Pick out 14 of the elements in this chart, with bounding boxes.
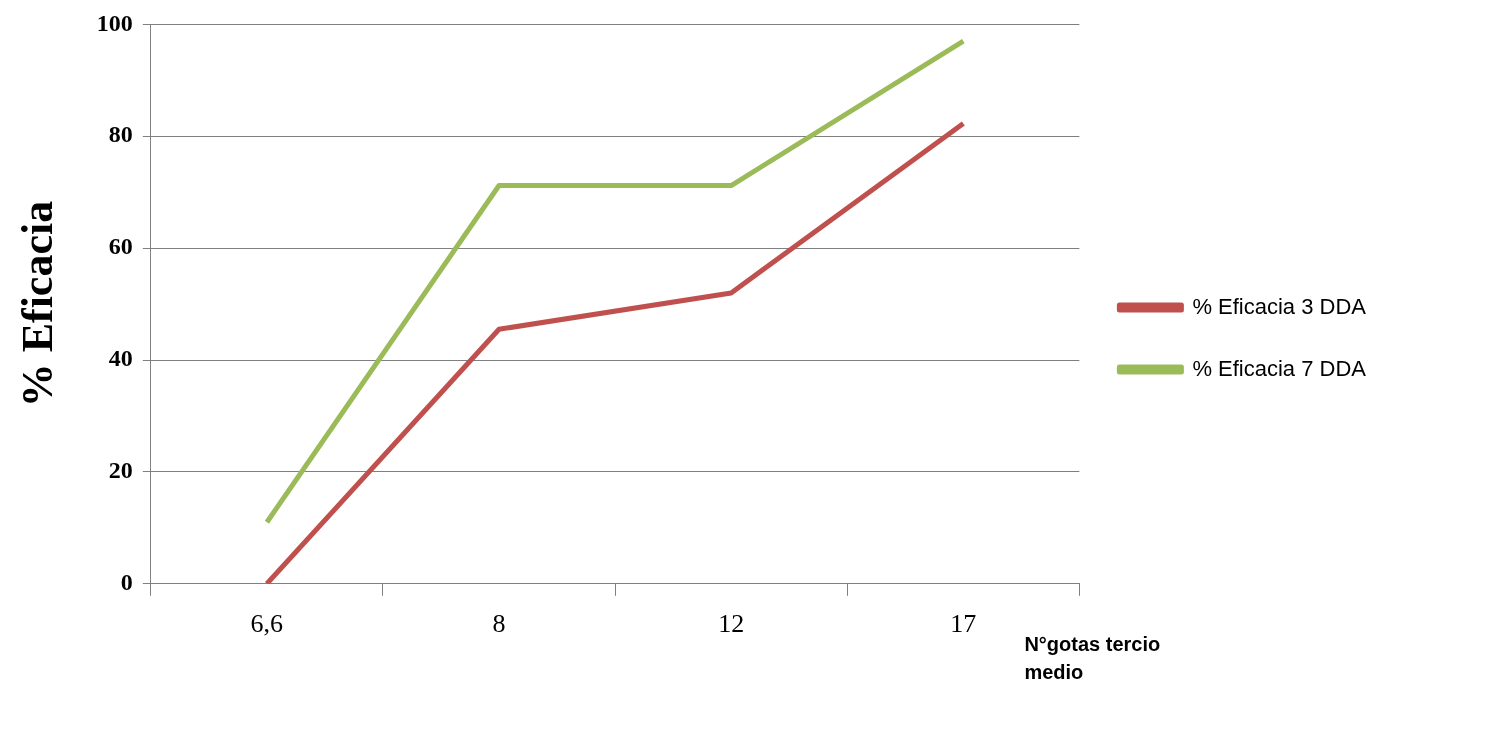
x-tick-label: 12 [718,609,745,639]
y-tick-label: 100 [96,9,133,36]
y-tick-label: 40 [108,345,133,372]
legend-label: % Eficacia 3 DDA [1192,293,1367,319]
x-axis-title: N°gotas tercio medio [1024,633,1161,684]
x-tick-label: 6,6 [250,609,284,639]
x-tick-label: 17 [950,609,977,639]
y-tick-label: 80 [108,121,133,148]
x-tick-label: 8 [492,609,506,639]
y-axis-title: % Eficacia [12,200,62,408]
legend-label: % Eficacia 7 DDA [1192,355,1367,381]
y-tick-label: 20 [108,457,133,484]
y-tick-label: 60 [108,233,133,260]
y-tick-label: 0 [120,569,133,595]
